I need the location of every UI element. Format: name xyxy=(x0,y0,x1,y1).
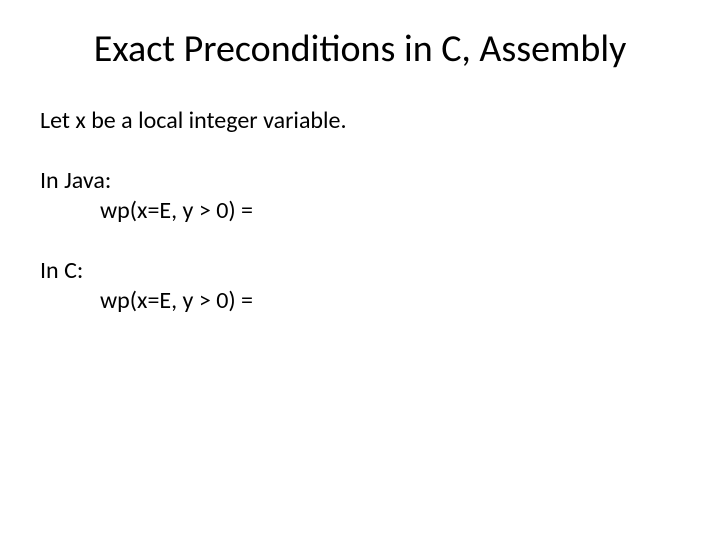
slide-title: Exact Preconditions in C, Assembly xyxy=(40,26,680,72)
slide-body: Let x be a local integer variable. In Ja… xyxy=(40,106,680,316)
java-label: In Java: xyxy=(40,166,680,196)
intro-text: Let x be a local integer variable. xyxy=(40,106,680,136)
c-block: In C: wp(x=E, y > 0) = xyxy=(40,256,680,316)
java-block: In Java: wp(x=E, y > 0) = xyxy=(40,166,680,226)
c-label: In C: xyxy=(40,256,680,286)
slide: Exact Preconditions in C, Assembly Let x… xyxy=(0,0,720,540)
c-expression: wp(x=E, y > 0) = xyxy=(40,286,680,316)
java-expression: wp(x=E, y > 0) = xyxy=(40,196,680,226)
